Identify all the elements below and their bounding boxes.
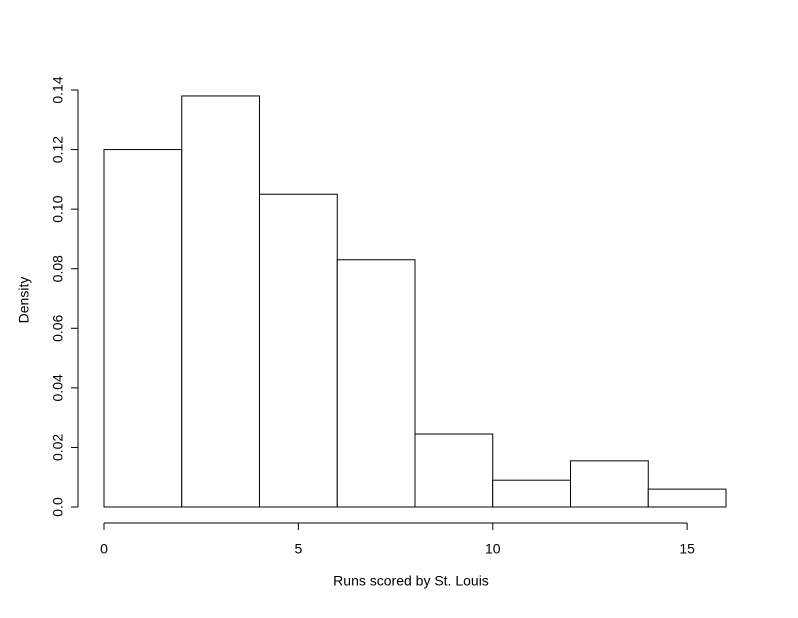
histogram-bar bbox=[259, 193, 338, 508]
histogram-bar bbox=[492, 479, 571, 508]
x-tick-label: 0 bbox=[100, 541, 108, 557]
histogram-bar bbox=[414, 433, 494, 508]
y-tick-label: 0.0 bbox=[50, 497, 66, 517]
x-tick-label: 10 bbox=[485, 541, 501, 557]
histogram-bar bbox=[570, 460, 649, 508]
y-tick-label: 0.14 bbox=[50, 76, 66, 103]
x-tick-label: 15 bbox=[679, 541, 695, 557]
x-axis-label: Runs scored by St. Louis bbox=[333, 573, 489, 589]
y-tick-label: 0.06 bbox=[50, 314, 66, 341]
y-tick-label: 0.02 bbox=[50, 434, 66, 461]
histogram-bar bbox=[103, 149, 183, 508]
y-tick-label: 0.10 bbox=[50, 195, 66, 222]
histogram-bar bbox=[181, 95, 260, 508]
y-tick-label: 0.12 bbox=[50, 136, 66, 163]
y-tick-label: 0.04 bbox=[50, 374, 66, 401]
x-tick-label: 5 bbox=[294, 541, 302, 557]
y-tick-label: 0.08 bbox=[50, 255, 66, 282]
y-axis-label: Density bbox=[16, 277, 32, 324]
histogram-bar bbox=[647, 488, 727, 508]
histogram-bar bbox=[336, 259, 416, 508]
